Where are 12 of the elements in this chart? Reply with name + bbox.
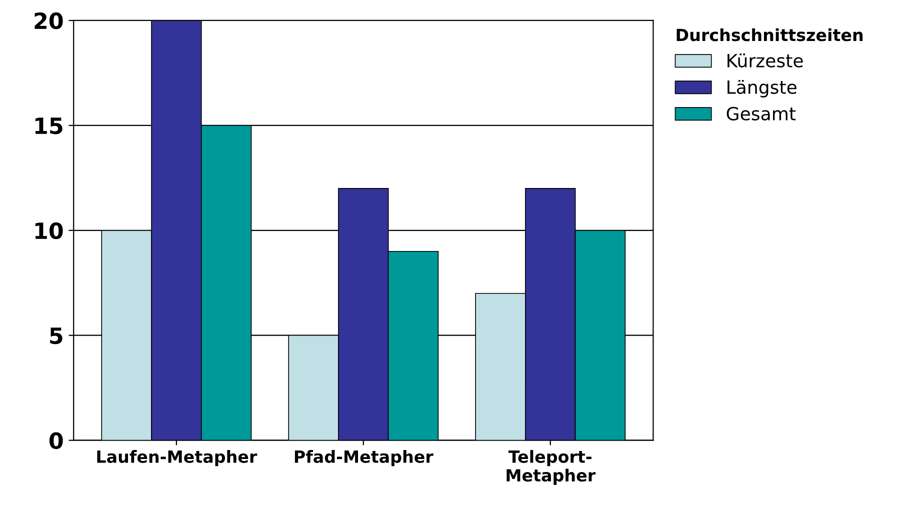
legend-label: Kürzeste — [728, 54, 803, 68]
y-tick-label: 10 — [35, 222, 63, 240]
legend-title: Durchschnittszeiten — [676, 28, 863, 42]
legend-label: Gesamt — [726, 106, 796, 120]
y-tick-label: 5 — [50, 328, 62, 344]
y-tick-label: 20 — [34, 12, 63, 30]
y-tick-label: 15 — [35, 118, 62, 134]
y-tick-label: 0 — [49, 432, 63, 450]
x-tick-label: Pfad-Metapher — [294, 450, 434, 466]
legend-label: Längste — [728, 80, 796, 98]
x-tick-label: Laufen-Metapher — [97, 450, 258, 466]
x-tick-label: Teleport- Metapher — [506, 450, 596, 485]
